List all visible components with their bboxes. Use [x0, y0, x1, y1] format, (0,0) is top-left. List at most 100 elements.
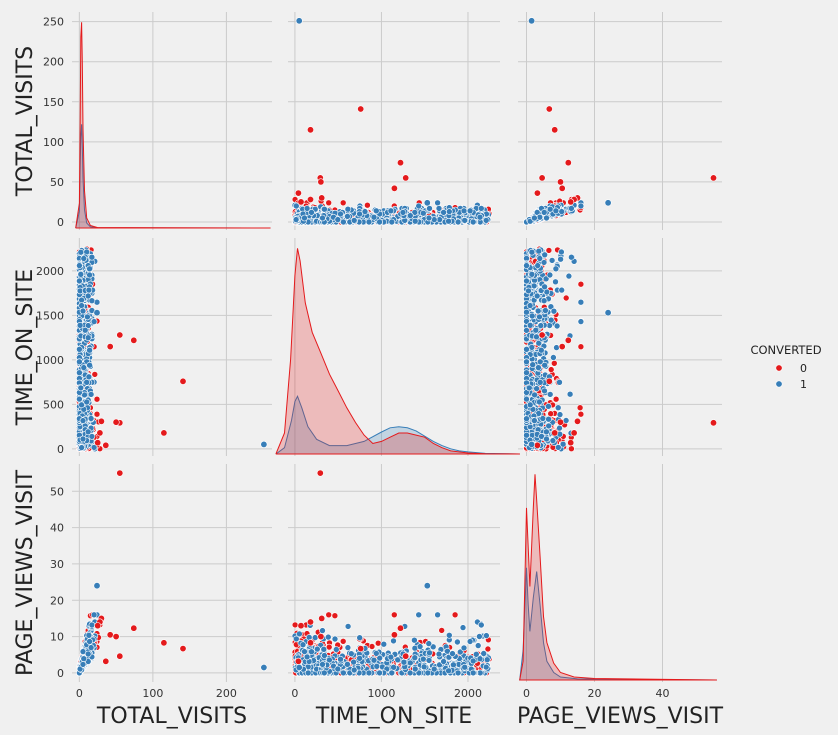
- outlier-point-series-0: [551, 126, 559, 134]
- point-series-1: [356, 210, 363, 218]
- point-series-1: [83, 378, 90, 386]
- point-series-1: [568, 253, 575, 261]
- point-series-1: [84, 334, 92, 342]
- panel-total-visits-vs-total-visits: [72, 12, 272, 230]
- point-series-1: [84, 292, 92, 300]
- outlier-point-series-0: [538, 331, 546, 339]
- point-series-1: [545, 415, 552, 423]
- point-series-1: [80, 255, 88, 262]
- point-series-1: [536, 398, 543, 406]
- point-series-1: [528, 270, 536, 278]
- point-series-0: [550, 359, 558, 367]
- point-series-1: [361, 208, 369, 215]
- point-series-1: [536, 213, 544, 221]
- ytick-time-on-site: 500: [43, 398, 64, 411]
- outlier-point-series-0: [556, 178, 564, 186]
- outlier-point-series-0: [97, 417, 105, 425]
- outlier-point-series-0: [545, 105, 553, 113]
- point-series-1: [543, 428, 550, 436]
- point-series-1: [552, 207, 560, 215]
- point-series-1: [526, 302, 534, 309]
- outlier-point-series-0: [357, 105, 365, 113]
- point-series-1: [292, 202, 300, 210]
- point-series-1: [77, 248, 85, 256]
- point-series-1: [340, 218, 347, 226]
- point-series-1: [77, 384, 85, 392]
- point-series-1: [525, 287, 532, 295]
- point-series-0: [325, 199, 333, 207]
- point-series-1: [87, 391, 95, 398]
- point-series-1: [83, 398, 90, 406]
- ytick-total-visits: 250: [43, 16, 64, 29]
- kde-total-visits-series-0: [75, 22, 271, 229]
- point-series-1: [535, 247, 543, 255]
- point-series-1: [86, 361, 93, 369]
- point-series-1: [88, 253, 96, 261]
- kde-time-on-site-series-0: [275, 248, 520, 455]
- outlier-point-series-1: [260, 440, 268, 448]
- point-series-1: [350, 217, 358, 224]
- outlier-point-series-0: [160, 429, 168, 437]
- point-series-1: [528, 248, 536, 256]
- outlier-point-series-0: [564, 336, 572, 344]
- ytick-time-on-site: 1500: [36, 309, 64, 322]
- point-series-1: [533, 292, 541, 300]
- point-series-1: [523, 358, 530, 366]
- outlier-point-series-0: [297, 198, 305, 206]
- point-series-1: [445, 217, 452, 225]
- point-series-1: [425, 214, 433, 222]
- point-series-1: [556, 424, 563, 432]
- point-series-1: [540, 297, 548, 305]
- panel-total-visits-vs-time-on-site: [288, 12, 500, 230]
- outlier-point-series-1: [604, 309, 612, 317]
- point-series-1: [556, 378, 563, 386]
- point-series-1: [426, 205, 433, 212]
- panels: 050100150200250TOTAL_VISITS0500100015002…: [13, 12, 724, 729]
- point-series-1: [523, 345, 530, 353]
- point-series-1: [292, 216, 300, 223]
- point-series-1: [78, 296, 85, 304]
- point-series-1: [546, 271, 554, 279]
- outlier-point-series-0: [306, 126, 314, 134]
- outlier-point-series-0: [533, 441, 541, 449]
- outlier-point-series-1: [528, 440, 536, 448]
- outlier-point-series-0: [567, 198, 575, 206]
- outlier-point-series-0: [396, 159, 404, 167]
- point-series-1: [411, 217, 419, 225]
- point-series-1: [85, 286, 93, 294]
- point-series-1: [523, 308, 530, 316]
- point-series-1: [543, 435, 550, 443]
- point-series-0: [93, 410, 101, 418]
- point-series-1: [445, 208, 453, 215]
- outlier-point-series-0: [179, 377, 187, 385]
- point-series-1: [577, 298, 585, 306]
- point-series-1: [545, 422, 553, 430]
- outlier-point-series-0: [130, 336, 138, 344]
- outlier-point-series-0: [102, 441, 110, 449]
- point-series-1: [554, 404, 562, 412]
- outlier-point-series-0: [570, 429, 578, 437]
- point-series-1: [566, 390, 574, 398]
- point-series-1: [85, 373, 93, 381]
- point-series-1: [540, 209, 548, 216]
- outlier-point-series-0: [538, 174, 546, 182]
- point-series-1: [536, 255, 544, 262]
- point-series-1: [529, 361, 537, 369]
- outlier-point-series-0: [318, 194, 326, 202]
- point-series-0: [577, 410, 585, 418]
- outlier-point-series-0: [106, 343, 114, 351]
- point-series-1: [86, 271, 93, 279]
- ytick-total-visits: 100: [43, 136, 64, 149]
- ytick-total-visits: 150: [43, 96, 64, 109]
- ytick-total-visits: 0: [57, 216, 64, 229]
- outlier-point-series-1: [528, 17, 536, 25]
- point-series-0: [576, 404, 584, 412]
- point-series-1: [86, 346, 93, 354]
- ylabel-total-visits: TOTAL_VISITS: [13, 46, 38, 197]
- point-series-1: [79, 417, 87, 424]
- point-series-1: [528, 312, 536, 320]
- ytick-total-visits: 50: [50, 176, 64, 189]
- point-series-1: [523, 369, 530, 377]
- point-series-1: [558, 208, 566, 215]
- outlier-point-series-0: [573, 417, 581, 425]
